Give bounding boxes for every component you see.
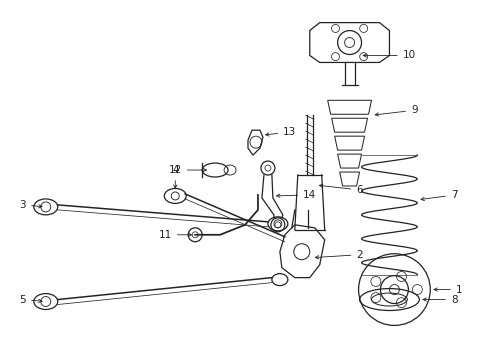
Text: 6: 6 bbox=[319, 184, 363, 195]
Text: 9: 9 bbox=[375, 105, 417, 116]
Text: 3: 3 bbox=[20, 200, 42, 210]
Text: 4: 4 bbox=[172, 165, 178, 188]
Text: 11: 11 bbox=[159, 230, 192, 240]
Text: 10: 10 bbox=[363, 50, 416, 60]
Text: 12: 12 bbox=[169, 165, 206, 175]
Text: 2: 2 bbox=[316, 250, 363, 260]
Text: 1: 1 bbox=[434, 284, 463, 294]
Text: 14: 14 bbox=[276, 190, 317, 200]
Text: 8: 8 bbox=[423, 294, 458, 305]
Text: 13: 13 bbox=[266, 127, 296, 137]
Text: 7: 7 bbox=[421, 190, 458, 201]
Text: 5: 5 bbox=[20, 294, 42, 305]
